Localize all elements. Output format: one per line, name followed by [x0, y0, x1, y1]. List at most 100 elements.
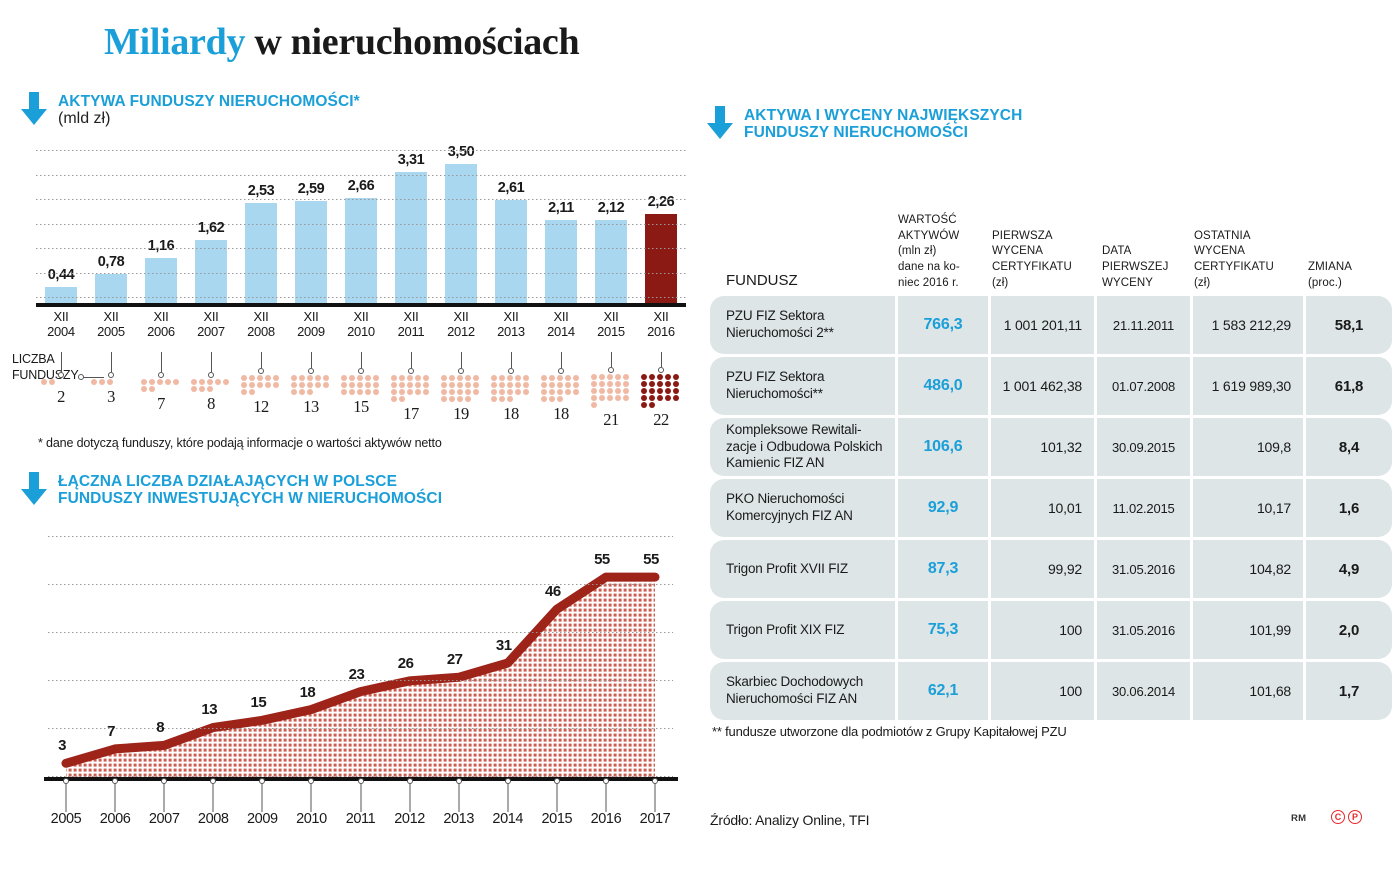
x-axis-label: XII 2004 — [47, 309, 75, 339]
connector-line — [610, 352, 612, 368]
bar-value-label: 2,66 — [347, 177, 375, 194]
cell-first-valuation: 99,92 — [991, 540, 1094, 598]
connector-knob — [608, 367, 614, 373]
dot — [541, 396, 549, 403]
connector-line — [510, 352, 512, 368]
x-tick-knob — [112, 778, 119, 784]
dot — [141, 386, 149, 393]
dot — [299, 375, 307, 382]
x-tick — [605, 781, 607, 812]
dot — [249, 382, 257, 389]
dot — [257, 375, 265, 382]
dot-matrix-slot: 21 — [586, 352, 636, 430]
bar — [595, 219, 627, 305]
dot — [549, 375, 557, 382]
connector-line — [660, 352, 662, 368]
bar-slot: 2,66 — [336, 150, 386, 305]
cell-last-valuation: 101,68 — [1193, 662, 1303, 720]
funds-count-dot-matrix: 2 3 7 8 12 13 15 17 19 18 18 21 22 — [36, 352, 686, 430]
table-row[interactable]: Skarbiec Dochodowych Nieruchomości FIZ A… — [710, 662, 1392, 720]
section-title-total-funds: ŁĄCZNA LICZBA DZIAŁAJĄCYCH W POLSCE FUND… — [58, 473, 443, 508]
cell-fund-name: Skarbiec Dochodowych Nieruchomości FIZ A… — [710, 662, 895, 720]
table-row[interactable]: PZU FIZ Sektora Nieruchomości** 486,0 1 00… — [710, 357, 1392, 415]
dot — [649, 381, 657, 388]
column-header-pierwsza: PIERWSZA WYCENA CERTYFIKATU (zł) — [992, 229, 1072, 290]
dot — [441, 396, 449, 403]
dot — [349, 389, 357, 396]
dot-count-label: 13 — [303, 397, 319, 416]
dot-grid — [41, 379, 83, 386]
x-axis-label: 2009 — [246, 811, 278, 827]
assets-footnote: * dane dotyczą funduszy, które podają in… — [38, 436, 442, 450]
table-row[interactable]: Trigon Profit XVII FIZ 87,3 99,92 31.05.201… — [710, 540, 1392, 598]
dot — [407, 382, 415, 389]
area-value-label: 55 — [643, 551, 659, 569]
x-tick — [654, 781, 656, 812]
gridline — [48, 632, 673, 633]
table-row[interactable]: Trigon Profit XIX FIZ 75,3 100 31.05.2016 10… — [710, 601, 1392, 659]
x-tick-knob — [455, 778, 462, 784]
dot — [273, 382, 281, 389]
dot — [449, 396, 457, 403]
x-axis-label: 2007 — [148, 811, 180, 827]
fund-name-text: PZU FIZ Sektora Nieruchomości 2** — [726, 308, 834, 340]
dot — [457, 396, 465, 403]
x-axis-label: 2012 — [394, 811, 425, 827]
dot-count-label: 7 — [157, 394, 165, 413]
dot — [641, 374, 649, 381]
dot — [265, 375, 273, 382]
copyright-icon: C — [1331, 810, 1345, 824]
dot — [457, 382, 465, 389]
dot-grid — [91, 379, 133, 386]
x-tick — [163, 781, 165, 812]
cell-change-percent: 4,9 — [1306, 540, 1392, 598]
area-value-label: 18 — [299, 683, 316, 701]
area-value-label: 3 — [58, 737, 66, 755]
assets-bar-chart: 0,44 0,78 1,16 1,62 2,53 2,59 2,66 3,31 3,50 2,61… — [36, 144, 686, 305]
dot — [307, 375, 315, 382]
table-row[interactable]: PKO Nieruchomości Komercyjnych FIZ AN 92,… — [710, 479, 1392, 537]
dot — [641, 395, 649, 402]
dot — [507, 396, 515, 403]
dot — [441, 389, 449, 396]
column-header-zmiana: ZMIANA (proc.) — [1308, 261, 1353, 290]
dot — [573, 382, 581, 389]
dot — [223, 379, 231, 386]
x-axis-label: XII 2011 — [397, 309, 425, 339]
dot — [665, 374, 673, 381]
dot — [423, 375, 431, 382]
dot-count-label: 12 — [253, 397, 269, 416]
dot — [657, 381, 665, 388]
dot — [649, 388, 657, 395]
section-subtitle-assets: (mld zł) — [58, 110, 111, 128]
connector-line — [360, 352, 362, 368]
fund-name-text: Skarbiec Dochodowych Nieruchomości FIZ A… — [726, 674, 864, 706]
dot — [507, 382, 515, 389]
gridline — [48, 680, 673, 681]
cell-first-valuation-date: 21.11.2011 — [1097, 296, 1190, 354]
bar-slot: 2,59 — [286, 150, 336, 305]
dot — [491, 389, 499, 396]
cell-first-valuation: 1 001 201,11 — [991, 296, 1094, 354]
x-tick-knob — [504, 778, 511, 784]
dot — [665, 395, 673, 402]
connector-knob — [58, 372, 64, 378]
dot — [573, 375, 581, 382]
area-value-label: 27 — [446, 651, 463, 669]
cell-assets-value: 62,1 — [898, 662, 988, 720]
dot — [415, 382, 423, 389]
dot — [615, 381, 623, 388]
funds-count-connector — [82, 377, 104, 378]
x-tick-knob — [602, 778, 609, 784]
table-row[interactable]: Kompleksowe Rewitali- zacje i Odbudowa P… — [710, 418, 1392, 476]
dot — [591, 374, 599, 381]
dot — [441, 382, 449, 389]
dot — [649, 402, 657, 409]
table-row[interactable]: PZU FIZ Sektora Nieruchomości 2** 766,3 1 … — [710, 296, 1392, 354]
cell-last-valuation: 10,17 — [1193, 479, 1303, 537]
cell-fund-name: Trigon Profit XVII FIZ — [710, 540, 895, 598]
funds-table-header: FUNDUSZ WARTOŚĆ AKTYWÓW (mln zł) dane na… — [710, 200, 1392, 292]
gridline — [36, 223, 686, 225]
dot — [449, 389, 457, 396]
x-axis-label: 2016 — [590, 811, 622, 827]
